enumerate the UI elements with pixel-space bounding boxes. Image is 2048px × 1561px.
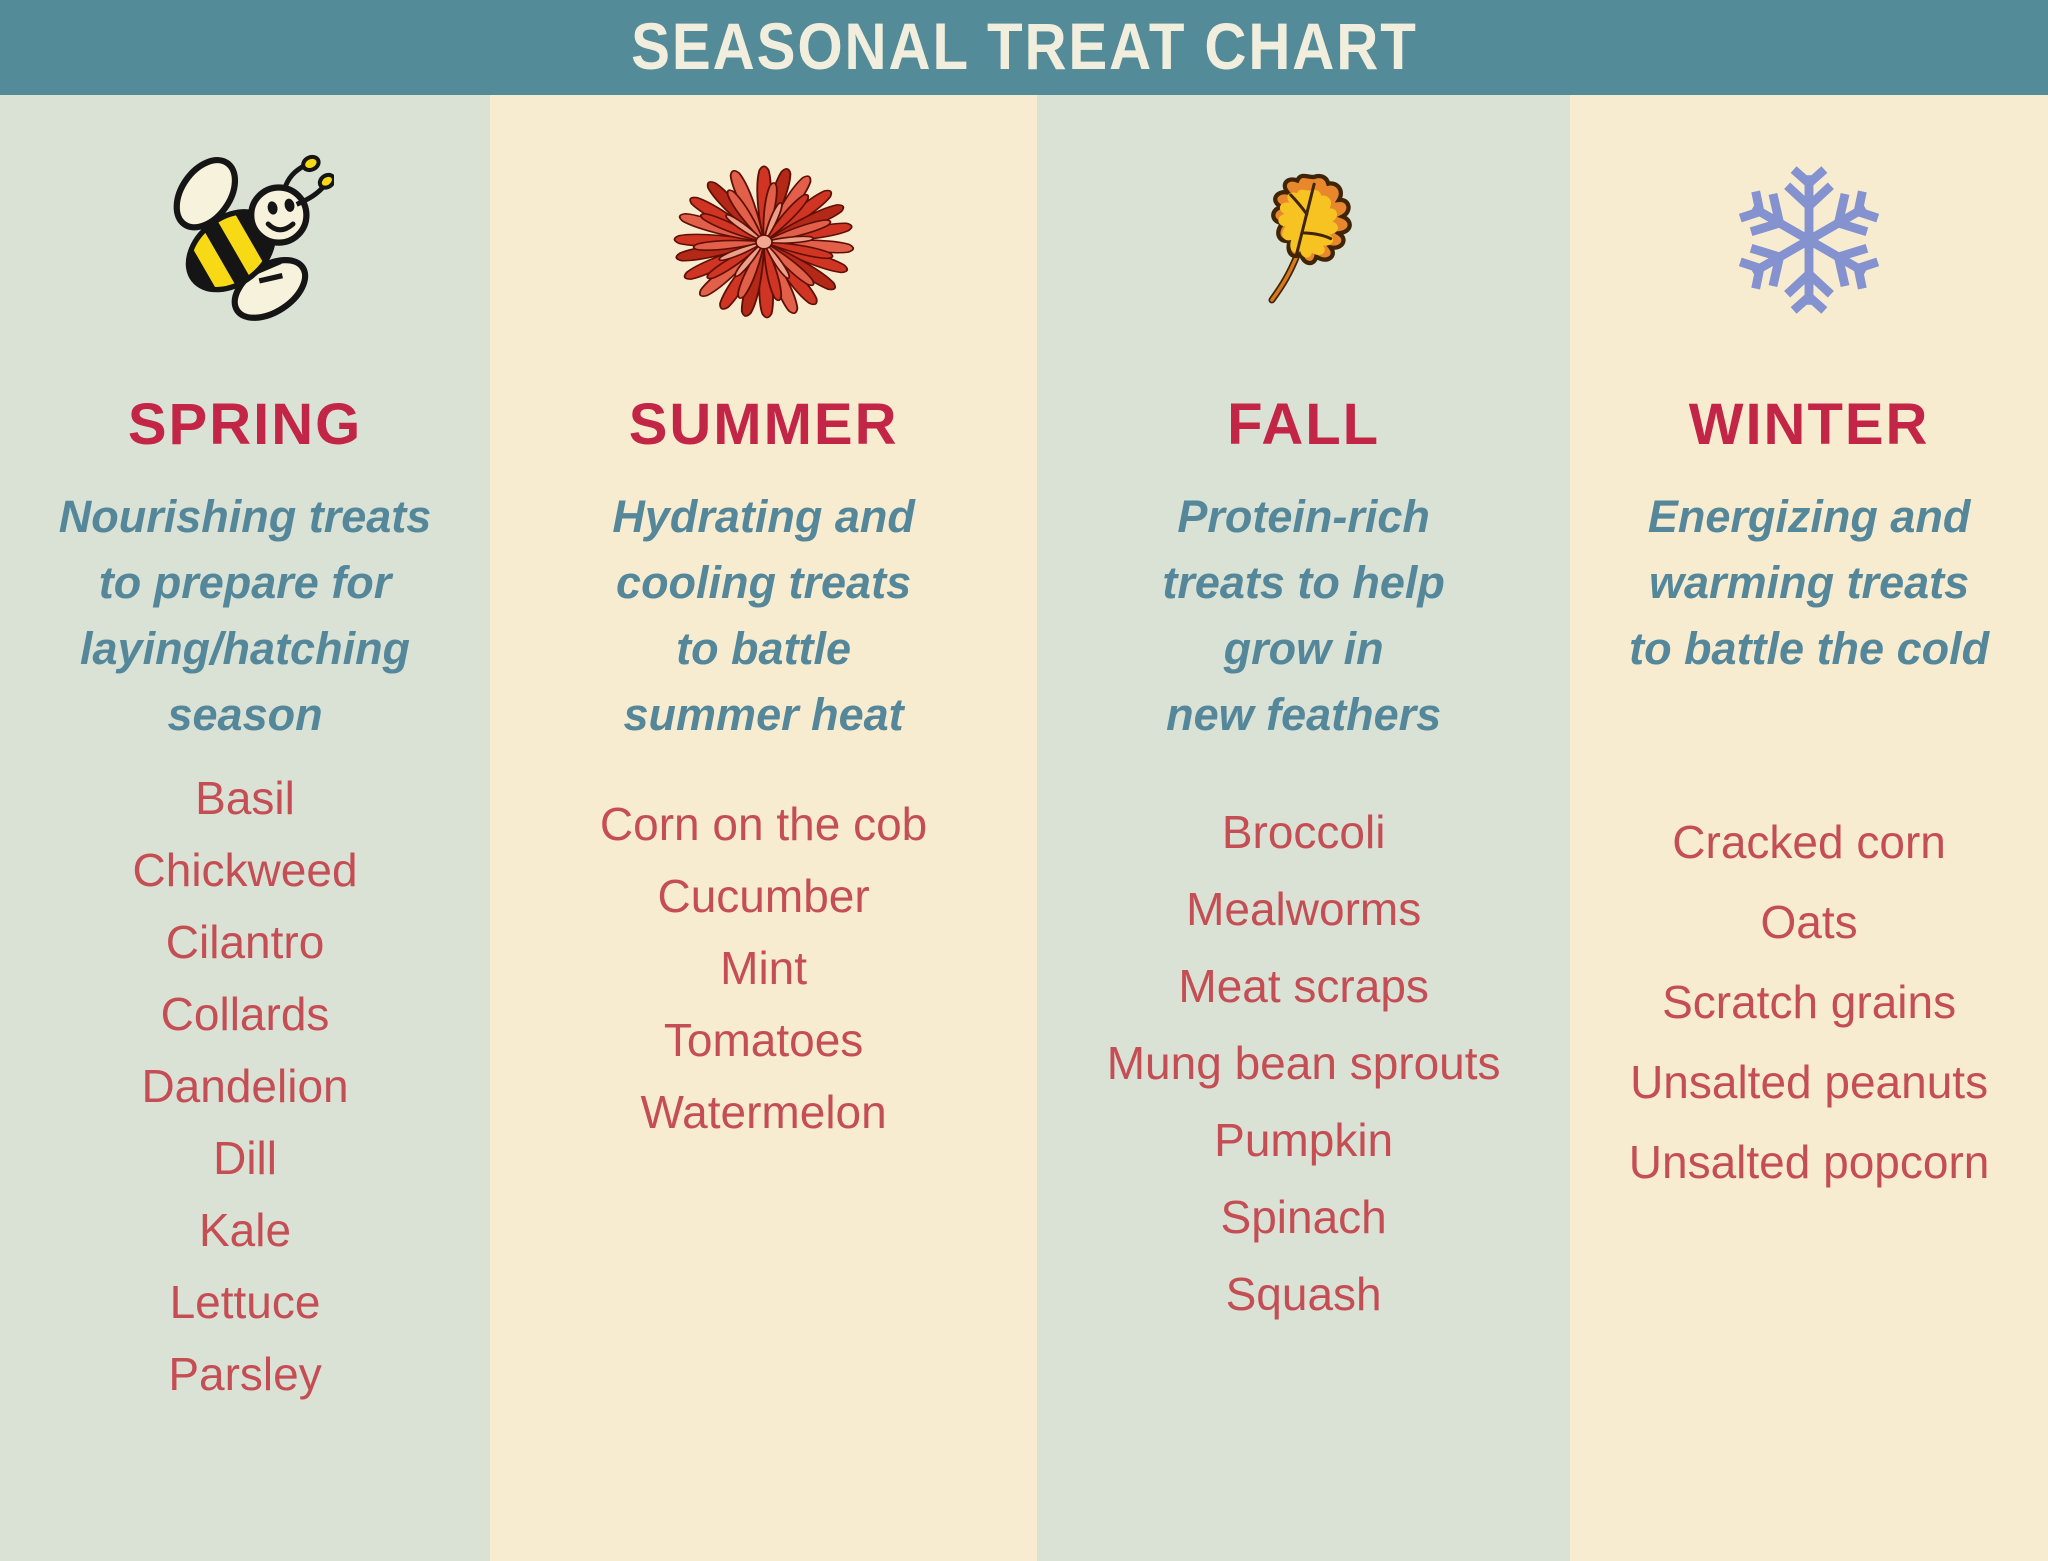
season-icon-row (0, 140, 490, 340)
season-description-line: cooling treats (616, 557, 912, 608)
treat-item: Collards (160, 988, 330, 1040)
season-description-line: to prepare for (98, 557, 392, 608)
treat-list: Cracked corn Oats Scratch grains Unsalted p… (1570, 802, 2048, 1202)
bee-icon (156, 142, 334, 338)
season-description-line: season (167, 689, 323, 740)
season-description: Hydrating and cooling treats to battle summ… (490, 484, 1037, 748)
treat-item: Lettuce (169, 1276, 321, 1328)
season-description-line: grow in (1223, 623, 1384, 674)
treat-item: Dandelion (141, 1060, 349, 1112)
season-description-line: Protein-rich (1177, 491, 1430, 542)
treat-item: Unsalted popcorn (1628, 1136, 1990, 1188)
season-column-summer: SUMMER Hydrating and cooling treats to bat… (490, 95, 1038, 1561)
treat-list: Corn on the cob Cucumber Mint Tomatoes Water… (490, 788, 1037, 1148)
treat-item: Watermelon (640, 1086, 887, 1138)
season-column-winter: WINTER Energizing and warming treats to ba… (1570, 95, 2048, 1561)
treat-item: Basil (195, 772, 295, 824)
treat-item: Mint (720, 942, 808, 994)
season-icon-row (1037, 140, 1570, 340)
treat-item: Cucumber (657, 870, 870, 922)
treat-item: Spinach (1220, 1191, 1387, 1243)
treat-item: Chickweed (132, 844, 358, 896)
season-description-line: new feathers (1166, 689, 1442, 740)
seasons-grid: SPRING Nourishing treats to prepare for la… (0, 95, 2048, 1561)
season-description: Nourishing treats to prepare for laying/ha… (0, 484, 490, 748)
page-title: SEASONAL TREAT CHART (630, 10, 1418, 85)
season-heading: FALL (1227, 392, 1381, 457)
aster-flower-icon (648, 141, 880, 339)
treat-item: Tomatoes (663, 1014, 864, 1066)
treat-item: Corn on the cob (599, 798, 928, 850)
treat-item: Cracked corn (1672, 816, 1946, 868)
season-description-line: Nourishing treats (58, 491, 432, 542)
treat-list: Broccoli Mealworms Meat scraps Mung bean sp… (1037, 794, 1570, 1333)
season-description: Protein-rich treats to help grow in new fea… (1037, 484, 1570, 748)
treat-item: Broccoli (1221, 806, 1386, 858)
treat-item: Mung bean sprouts (1106, 1037, 1501, 1089)
season-description-line: summer heat (623, 689, 904, 740)
season-description-line: treats to help (1162, 557, 1445, 608)
treat-item: Dill (213, 1132, 277, 1184)
treat-item: Squash (1225, 1268, 1382, 1320)
season-column-spring: SPRING Nourishing treats to prepare for la… (0, 95, 491, 1561)
season-column-fall: FALL Protein-rich treats to help grow in ne… (1037, 95, 1571, 1561)
oak-leaf-icon (1218, 144, 1390, 336)
season-heading: SPRING (127, 392, 363, 457)
season-description-line: warming treats (1649, 557, 1970, 608)
season-description-line: to battle the cold (1629, 623, 1990, 674)
season-icon-row (1570, 140, 2048, 340)
season-heading: SUMMER (628, 392, 899, 457)
treat-item: Mealworms (1186, 883, 1422, 935)
treat-item: Scratch grains (1662, 976, 1957, 1028)
treat-item: Oats (1760, 896, 1858, 948)
season-description-line: to battle (676, 623, 852, 674)
treat-list: Basil Chickweed Cilantro Collards Dandelion D… (0, 762, 490, 1410)
season-icon-row (490, 140, 1037, 340)
snowflake-icon (1728, 157, 1890, 323)
header-band: SEASONAL TREAT CHART (0, 0, 2048, 95)
season-heading: WINTER (1688, 392, 1930, 457)
treat-item: Parsley (168, 1348, 322, 1400)
season-description-line: Hydrating and (612, 491, 915, 542)
treat-item: Cilantro (165, 916, 325, 968)
season-description-line: Energizing and (1647, 491, 1971, 542)
season-description: Energizing and warming treats to battle th… (1570, 484, 2048, 682)
treat-item: Pumpkin (1214, 1114, 1394, 1166)
treat-item: Meat scraps (1178, 960, 1429, 1012)
season-description-line: laying/hatching (80, 623, 411, 674)
treat-item: Unsalted peanuts (1630, 1056, 1989, 1108)
treat-item: Kale (199, 1204, 292, 1256)
